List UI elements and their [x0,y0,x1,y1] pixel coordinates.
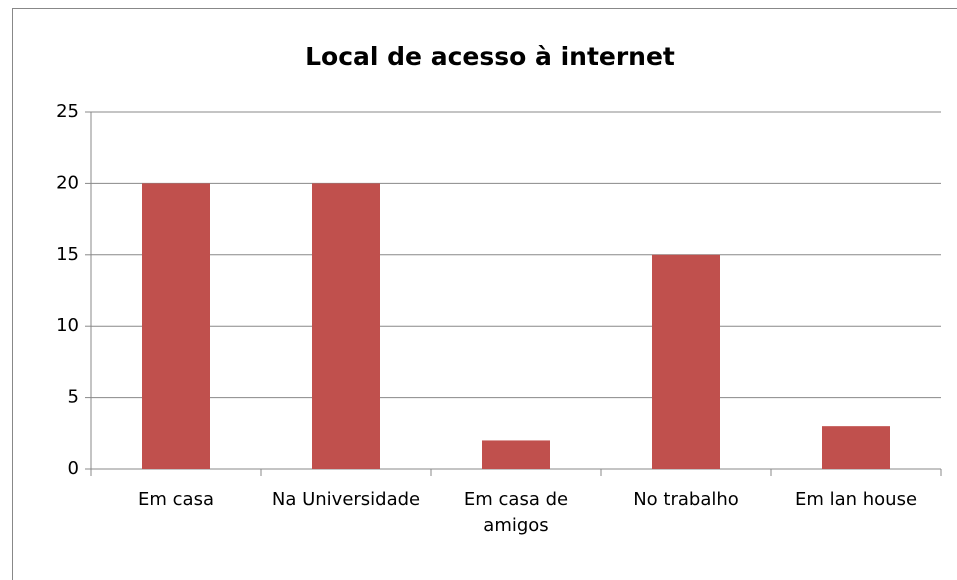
y-tick-label: 5 [68,387,79,408]
x-tick-label: Em lan house [794,489,918,510]
x-tick-label: No trabalho [633,489,739,510]
bar [652,254,720,469]
x-tick-label: Na Universidade [271,489,421,510]
y-tick-label: 25 [56,101,79,122]
x-tick-label: Em casa [138,489,214,510]
y-tick-label: 10 [56,315,79,336]
x-tick-label: Em casa de amigos [463,489,569,536]
bar [312,183,380,469]
y-tick-label: 0 [68,458,79,479]
y-tick-label: 20 [56,172,79,193]
bar [482,440,550,469]
bar [142,183,210,469]
chart-title: Local de acesso à internet [305,42,675,71]
bar [822,426,890,469]
y-tick-label: 15 [56,244,79,265]
